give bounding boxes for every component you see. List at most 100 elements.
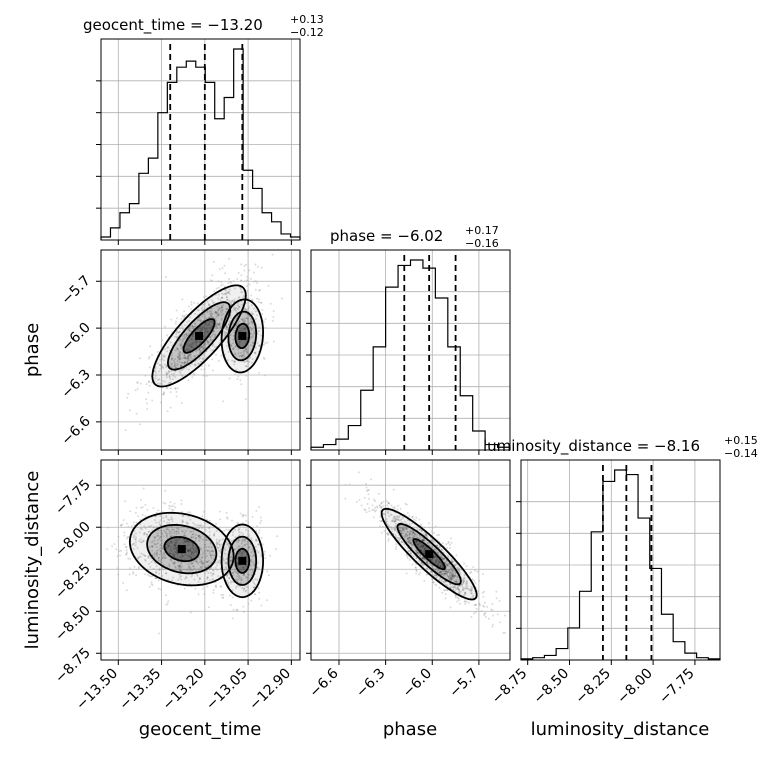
sample-point: [215, 586, 218, 589]
sample-point: [159, 547, 162, 550]
sample-point: [231, 617, 234, 620]
sample-point: [230, 555, 233, 558]
sample-point: [164, 556, 167, 559]
sample-point: [228, 577, 231, 579]
sample-point: [405, 503, 408, 506]
sample-point: [181, 565, 183, 568]
sample-point: [218, 322, 221, 325]
sample-point: [214, 585, 217, 588]
x-tick-label: −8.00: [614, 666, 656, 708]
sample-point: [464, 600, 467, 603]
sample-point: [126, 396, 129, 399]
sample-point: [151, 399, 154, 402]
sample-point: [208, 316, 211, 319]
sample-point: [206, 324, 209, 327]
sample-point: [483, 590, 486, 593]
sample-point: [220, 305, 223, 308]
y-axis-label-luminosity-distance: luminosity_distance: [22, 471, 43, 650]
sample-point: [151, 545, 154, 548]
sample-point: [385, 499, 388, 502]
sample-point: [257, 532, 260, 534]
sample-point: [225, 574, 228, 577]
sample-point: [245, 308, 248, 311]
sample-point: [253, 586, 255, 589]
sample-point: [244, 347, 247, 350]
sample-point: [245, 585, 248, 588]
sample-point: [194, 587, 197, 590]
sample-point: [173, 362, 176, 365]
sample-point: [202, 551, 205, 554]
sample-point: [170, 540, 173, 543]
sample-point: [255, 510, 258, 512]
sample-point: [226, 308, 229, 311]
sample-point: [193, 355, 196, 358]
sample-point: [122, 582, 125, 584]
sample-point: [171, 508, 173, 511]
sample-point: [167, 346, 170, 349]
sample-point: [248, 283, 251, 286]
sample-point: [128, 567, 131, 570]
sample-point: [251, 361, 253, 364]
sample-point: [225, 308, 228, 311]
sample-point: [174, 544, 177, 547]
sample-point: [137, 556, 139, 559]
sample-point: [187, 368, 190, 371]
sample-point: [143, 533, 146, 536]
sample-point: [205, 295, 208, 298]
sample-point: [170, 516, 173, 519]
x-tick-label: −13.05: [203, 666, 251, 714]
sample-point: [244, 350, 247, 353]
sample-point: [229, 320, 232, 323]
sample-point: [176, 362, 179, 365]
sample-point: [234, 345, 237, 348]
sample-point: [212, 343, 215, 346]
sample-point: [257, 330, 260, 332]
sample-point: [186, 344, 189, 347]
sample-point: [172, 553, 174, 556]
sample-point: [220, 585, 223, 588]
sample-point: [363, 496, 366, 499]
sample-point: [192, 372, 195, 375]
sample-point: [213, 290, 216, 293]
sample-point: [190, 346, 193, 349]
sample-point: [375, 509, 377, 512]
sample-point: [132, 536, 135, 539]
sample-point: [178, 564, 181, 567]
sample-point: [165, 603, 168, 606]
sample-point: [220, 311, 223, 314]
sample-point: [235, 571, 238, 574]
sample-point: [120, 549, 123, 552]
sample-point: [191, 376, 194, 379]
sample-point: [226, 573, 229, 576]
sample-point: [207, 303, 210, 305]
sample-point: [170, 370, 173, 373]
sample-point: [192, 536, 195, 539]
sample-point: [245, 263, 248, 266]
sample-point: [193, 550, 196, 553]
sample-point: [215, 523, 218, 525]
sample-point: [158, 378, 161, 381]
title-phase-lower: −0.16: [465, 237, 499, 250]
sample-point: [221, 292, 223, 295]
sample-point: [243, 317, 246, 320]
sample-point: [156, 350, 159, 353]
sample-point: [143, 525, 146, 528]
sample-point: [228, 278, 231, 280]
sample-point: [250, 311, 253, 314]
sample-point: [198, 358, 201, 360]
sample-point: [255, 314, 258, 317]
sample-point: [171, 378, 174, 381]
sample-point: [153, 552, 156, 555]
sample-point: [211, 550, 214, 553]
sample-point: [192, 560, 195, 562]
sample-point: [248, 357, 251, 360]
sample-point: [211, 312, 214, 315]
sample-point: [243, 361, 246, 364]
sample-point: [252, 570, 254, 573]
sample-point: [175, 331, 178, 334]
sample-point: [251, 515, 254, 518]
sample-point: [179, 344, 182, 347]
sample-point: [146, 535, 149, 538]
sample-point: [207, 559, 210, 562]
sample-point: [166, 521, 168, 524]
